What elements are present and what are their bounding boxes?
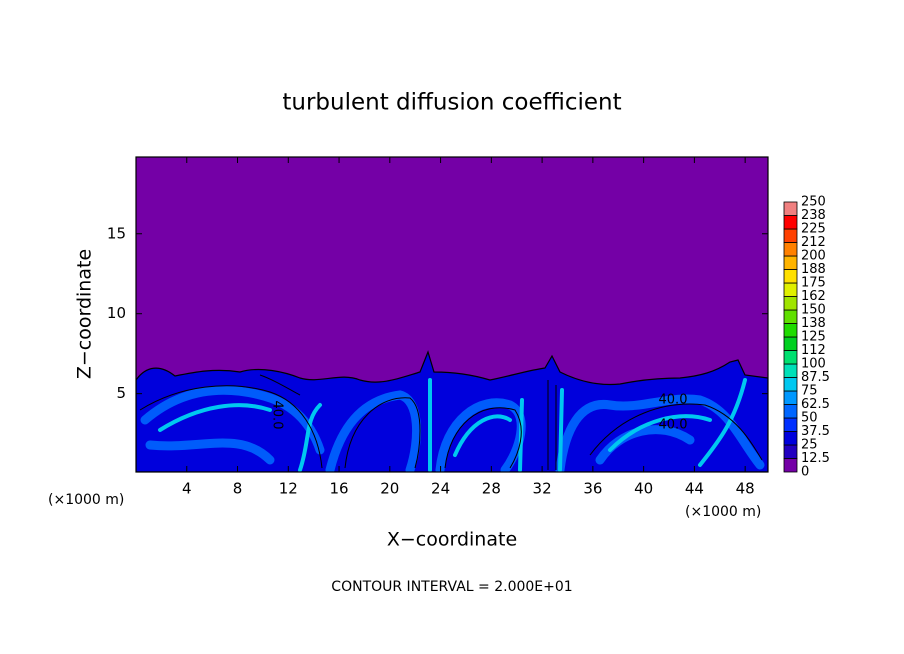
colorbar-band (783, 255, 798, 270)
colorbar-label: 250 (801, 195, 826, 210)
x-tick-label: 20 (380, 480, 399, 498)
x-tick-label: 24 (431, 480, 450, 498)
colorbar-label: 175 (801, 276, 826, 291)
x-tick-label: 12 (279, 480, 298, 498)
x-tick-label: 16 (330, 480, 349, 498)
colorbar-band (783, 309, 798, 324)
colorbar-band (783, 215, 798, 230)
colorbar-label: 62.5 (801, 397, 830, 412)
x-tick-label: 8 (233, 480, 243, 498)
colorbar-band (783, 377, 798, 392)
colorbar-label: 125 (801, 330, 826, 345)
contour-field (136, 157, 768, 472)
colorbar-band (783, 363, 798, 378)
colorbar-band (783, 458, 798, 473)
contour-label: 40.0 (659, 418, 688, 433)
colorbar-band (783, 228, 798, 243)
contour-label: 40.0 (270, 401, 285, 430)
colorbar-label: 50 (801, 411, 818, 426)
chart-title: turbulent diffusion coefficient (282, 90, 621, 116)
colorbar-label: 200 (801, 249, 826, 264)
colorbar-label: 162 (801, 289, 826, 304)
x-tick-label: 28 (482, 480, 501, 498)
x-tick-label: 44 (685, 480, 704, 498)
y-axis-label: Z−coordinate (74, 249, 96, 379)
colorbar-band (783, 350, 798, 365)
y-tick-label: 5 (116, 384, 126, 402)
y-tick-label: 15 (107, 224, 126, 242)
colorbar-label: 37.5 (801, 424, 830, 439)
x-axis-label: X−coordinate (387, 529, 517, 551)
colorbar-label: 112 (801, 343, 826, 358)
x-tick-label: 40 (634, 480, 653, 498)
footer-note: CONTOUR INTERVAL = 2.000E+01 (331, 579, 572, 595)
colorbar-label: 25 (801, 438, 818, 453)
colorbar-label: 188 (801, 262, 826, 277)
plot-frame (135, 156, 769, 473)
x-unit-label: (×1000 m) (48, 492, 124, 508)
eddies (140, 385, 765, 472)
colorbar-band (783, 282, 798, 297)
colorbar-band (783, 390, 798, 405)
x-tick-label: 4 (182, 480, 192, 498)
colorbar-band (783, 431, 798, 446)
colorbar-label: 138 (801, 316, 826, 331)
x-tick-label: 48 (736, 480, 755, 498)
colorbar-band (783, 444, 798, 459)
x-tick-label: 36 (583, 480, 602, 498)
x-tick-label: 32 (533, 480, 552, 498)
colorbar-label: 0 (801, 465, 809, 480)
colorbar-band (783, 201, 798, 216)
colorbar-band (783, 269, 798, 284)
contour-label: 40.0 (659, 393, 688, 408)
x-unit-label: (×1000 m) (685, 504, 761, 520)
colorbar-band (783, 417, 798, 432)
colorbar-label: 87.5 (801, 370, 830, 385)
colorbar-band (783, 323, 798, 338)
colorbar-band (783, 404, 798, 419)
contour-lines (139, 374, 763, 470)
eddy-cores (158, 378, 747, 472)
colorbar-band (783, 336, 798, 351)
colorbar-label: 238 (801, 208, 826, 223)
colorbar-band (783, 296, 798, 311)
colorbar-label: 150 (801, 303, 826, 318)
y-tick-label: 10 (107, 304, 126, 322)
colorbar-label: 212 (801, 235, 826, 250)
colorbar-label: 12.5 (801, 451, 830, 466)
colorbar-label: 100 (801, 357, 826, 372)
colorbar-label: 225 (801, 222, 826, 237)
colorbar-band (783, 242, 798, 257)
colorbar-label: 75 (801, 384, 818, 399)
